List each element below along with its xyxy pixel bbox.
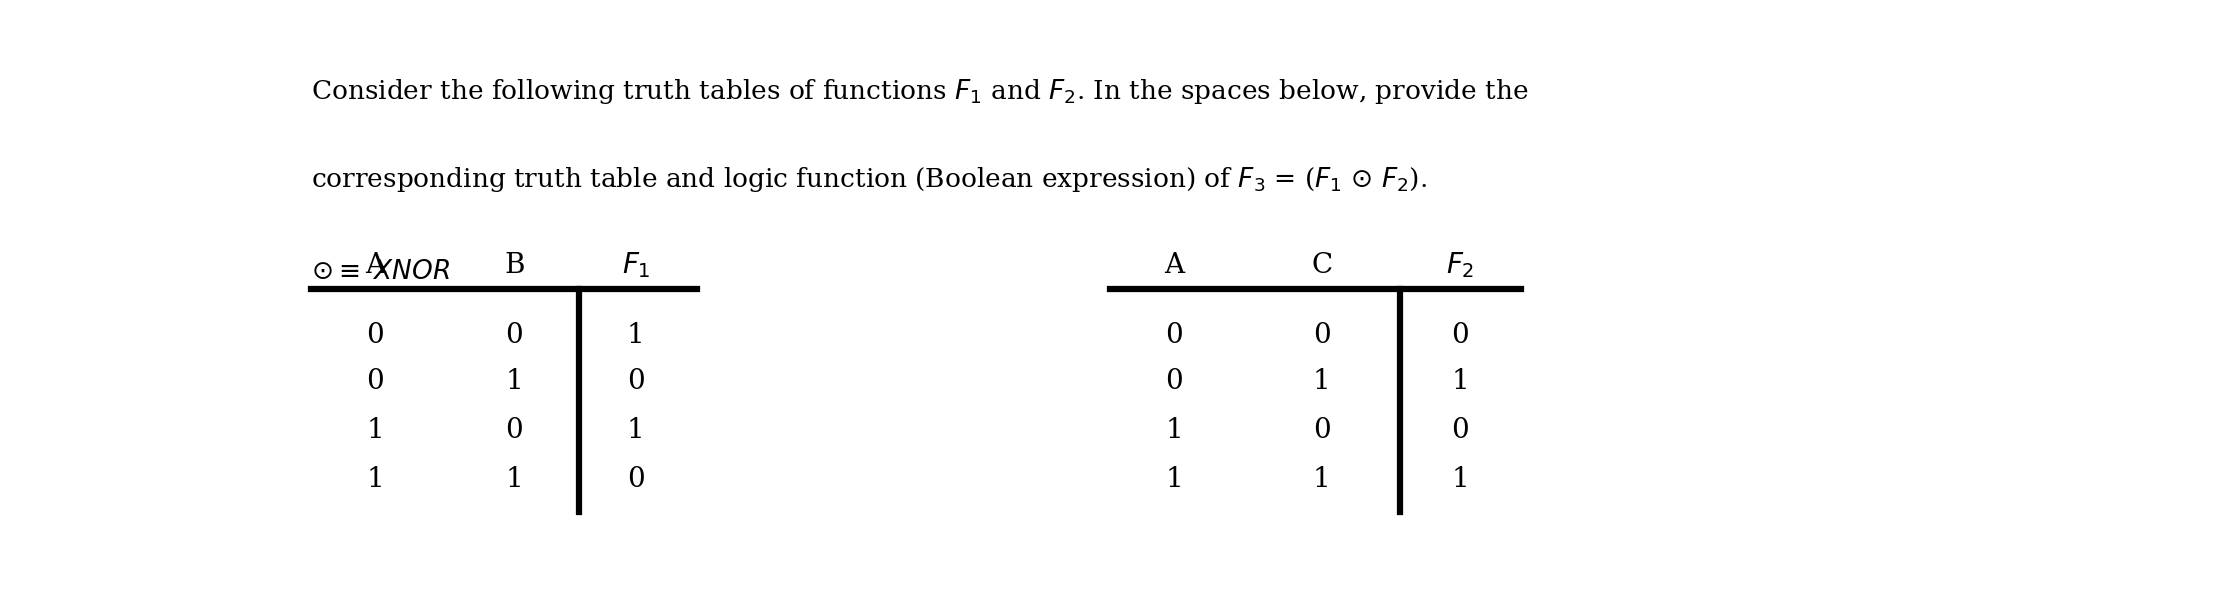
Text: C: C [1310,252,1333,279]
Text: 1: 1 [506,368,524,395]
Text: 1: 1 [506,466,524,493]
Text: Consider the following truth tables of functions $F_1$ and $F_2$. In the spaces : Consider the following truth tables of f… [311,77,1528,106]
Text: 0: 0 [1313,417,1331,444]
Text: 0: 0 [1452,417,1469,444]
Text: 1: 1 [627,417,645,444]
Text: 1: 1 [1313,466,1331,493]
Text: 0: 0 [1165,322,1183,349]
Text: 1: 1 [1165,417,1183,444]
Text: 0: 0 [367,322,385,349]
Text: 1: 1 [1452,466,1469,493]
Text: 1: 1 [1165,466,1183,493]
Text: 0: 0 [506,322,524,349]
Text: 1: 1 [627,322,645,349]
Text: 0: 0 [1313,322,1331,349]
Text: 1: 1 [1313,368,1331,395]
Text: 1: 1 [367,466,385,493]
Text: 0: 0 [1165,368,1183,395]
Text: A: A [365,252,385,279]
Text: 0: 0 [506,417,524,444]
Text: 1: 1 [1452,368,1469,395]
Text: 1: 1 [367,417,385,444]
Text: corresponding truth table and logic function (Boolean expression) of $F_3$ = ($F: corresponding truth table and logic func… [311,165,1427,194]
Text: A: A [1165,252,1185,279]
Text: $\odot \equiv$ $XNOR$: $\odot \equiv$ $XNOR$ [311,259,450,283]
Text: B: B [504,252,524,279]
Text: 0: 0 [1452,322,1469,349]
Text: 0: 0 [367,368,385,395]
Text: $F_2$: $F_2$ [1447,251,1474,280]
Text: 0: 0 [627,368,645,395]
Text: $F_1$: $F_1$ [620,251,650,280]
Text: 0: 0 [627,466,645,493]
